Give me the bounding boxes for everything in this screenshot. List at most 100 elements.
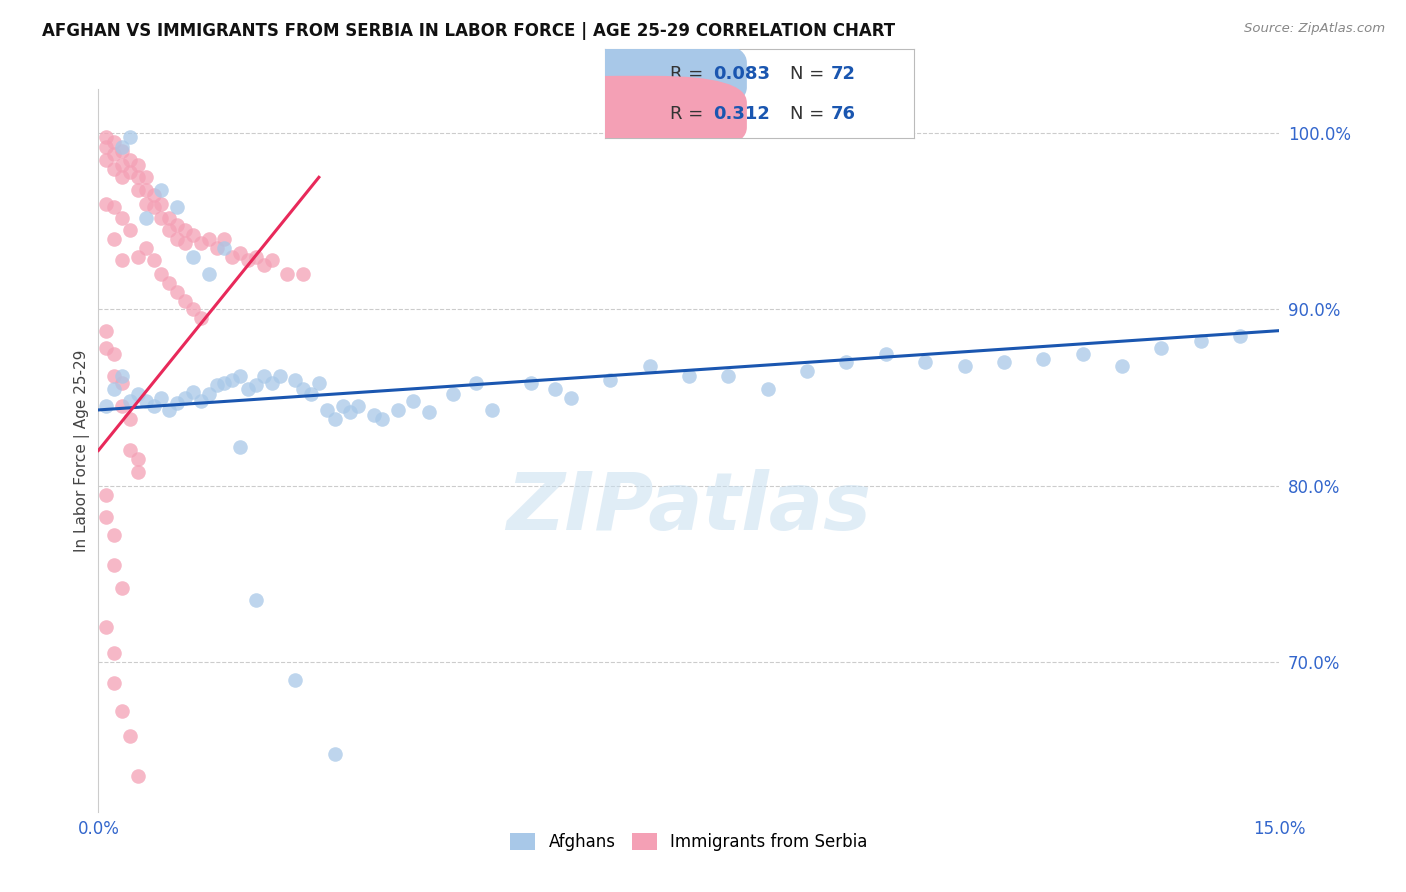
Point <box>181 228 204 243</box>
Point <box>236 253 259 268</box>
Point <box>103 232 125 246</box>
Point <box>103 382 125 396</box>
Point <box>174 293 197 308</box>
Point <box>135 183 157 197</box>
Point <box>142 253 165 268</box>
Point <box>205 378 228 392</box>
Point <box>127 250 149 264</box>
Point <box>229 440 252 454</box>
Point <box>245 378 267 392</box>
FancyBboxPatch shape <box>524 36 747 114</box>
Point <box>245 593 267 607</box>
Point <box>135 196 157 211</box>
Point <box>96 129 118 144</box>
Text: N =: N = <box>790 65 830 83</box>
Point <box>323 747 346 761</box>
Point <box>103 161 125 176</box>
Point <box>103 646 125 660</box>
Point <box>96 400 118 414</box>
Point <box>260 376 283 391</box>
Point <box>221 250 243 264</box>
Point <box>157 403 180 417</box>
Point <box>299 387 322 401</box>
Point <box>150 391 173 405</box>
Point <box>253 259 276 273</box>
Point <box>465 376 488 391</box>
Point <box>127 183 149 197</box>
Point <box>269 369 291 384</box>
Point <box>157 223 180 237</box>
Point <box>835 355 858 369</box>
Point <box>166 232 188 246</box>
Point <box>118 129 141 144</box>
Point <box>118 153 141 167</box>
Point <box>190 394 212 409</box>
Point <box>197 232 219 246</box>
Point <box>166 218 188 232</box>
Point <box>717 369 740 384</box>
Point <box>402 394 425 409</box>
Point <box>914 355 936 369</box>
Point <box>371 411 394 425</box>
Point <box>111 140 134 154</box>
Point <box>1150 341 1173 355</box>
Point <box>166 396 188 410</box>
Point <box>214 241 236 255</box>
Point <box>166 285 188 299</box>
Point <box>1189 334 1212 349</box>
Point <box>127 158 149 172</box>
Point <box>197 387 219 401</box>
Point <box>150 183 173 197</box>
Point <box>236 382 259 396</box>
Text: Source: ZipAtlas.com: Source: ZipAtlas.com <box>1244 22 1385 36</box>
Point <box>150 211 173 225</box>
Point <box>157 211 180 225</box>
Point <box>205 241 228 255</box>
Point <box>103 528 125 542</box>
Point <box>214 376 236 391</box>
Point <box>308 376 330 391</box>
Point <box>221 373 243 387</box>
Point <box>166 200 188 214</box>
Point <box>150 267 173 281</box>
Point <box>118 411 141 425</box>
Point <box>363 408 385 422</box>
Point <box>127 769 149 783</box>
Point <box>323 411 346 425</box>
Point <box>111 211 134 225</box>
Point <box>118 443 141 458</box>
Point <box>174 391 197 405</box>
Point <box>875 346 897 360</box>
Point <box>142 188 165 202</box>
Legend: Afghans, Immigrants from Serbia: Afghans, Immigrants from Serbia <box>503 826 875 857</box>
Point <box>96 153 118 167</box>
Point <box>332 400 354 414</box>
Point <box>560 391 582 405</box>
Point <box>127 452 149 467</box>
Point <box>339 405 361 419</box>
Text: 0.312: 0.312 <box>713 105 769 123</box>
Point <box>181 302 204 317</box>
Point <box>118 729 141 743</box>
Point <box>118 223 141 237</box>
FancyBboxPatch shape <box>524 76 747 154</box>
Point <box>111 158 134 172</box>
Point <box>103 346 125 360</box>
Point <box>292 382 315 396</box>
Point <box>174 235 197 250</box>
Text: R =: R = <box>669 105 709 123</box>
Text: AFGHAN VS IMMIGRANTS FROM SERBIA IN LABOR FORCE | AGE 25-29 CORRELATION CHART: AFGHAN VS IMMIGRANTS FROM SERBIA IN LABO… <box>42 22 896 40</box>
Point <box>96 620 118 634</box>
Point <box>190 235 212 250</box>
Point <box>229 246 252 260</box>
Point <box>127 465 149 479</box>
Point <box>1111 359 1133 373</box>
Text: 0.083: 0.083 <box>713 65 770 83</box>
Point <box>174 223 197 237</box>
Point <box>418 405 440 419</box>
Point <box>993 355 1015 369</box>
Point <box>796 364 818 378</box>
Point <box>150 196 173 211</box>
Point <box>103 558 125 572</box>
Point <box>127 387 149 401</box>
